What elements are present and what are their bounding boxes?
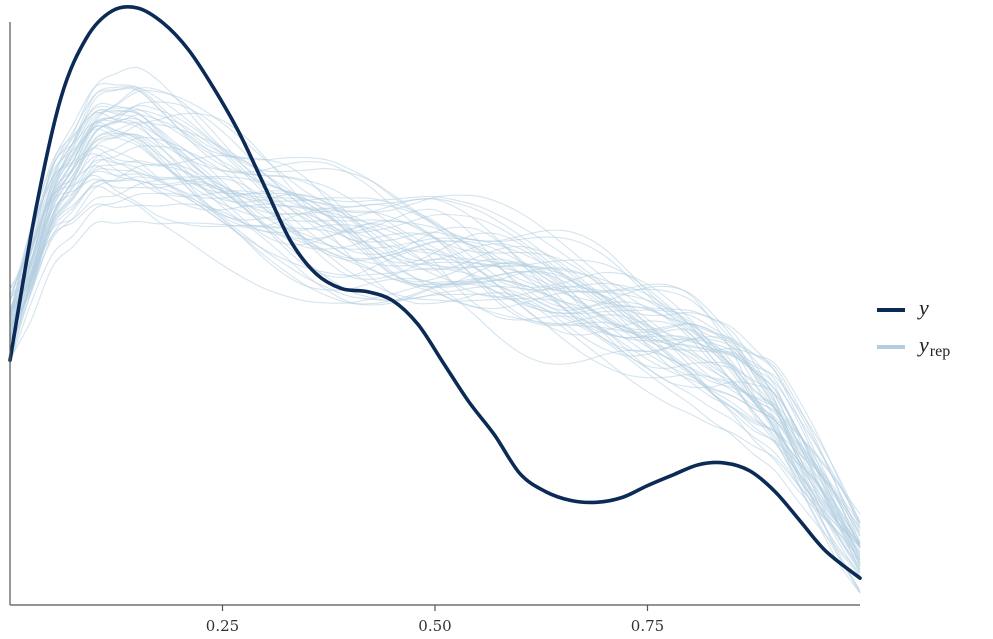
series-line-y	[8, 4, 862, 580]
series-line-yrep-25	[9, 86, 861, 560]
series-line-yrep-38	[9, 132, 861, 547]
series-line-yrep-49	[9, 145, 861, 563]
series-line-yrep-11	[9, 124, 861, 542]
series-line-yrep-48	[9, 125, 861, 559]
series-line-yrep-37	[9, 128, 861, 550]
series-line-yrep-28	[9, 86, 861, 522]
series-line-yrep-15	[9, 159, 861, 564]
series-line-yrep-43	[9, 109, 861, 515]
series-line-yrep-8	[9, 203, 861, 593]
x-tick-label-1: 0.25	[206, 617, 239, 635]
series-line-yrep-22	[9, 121, 861, 564]
series-line-yrep-9	[9, 89, 861, 537]
series-line-yrep-47	[9, 177, 861, 574]
series-line-yrep-31	[9, 136, 861, 548]
series-line-yrep-21	[9, 105, 861, 548]
legend: y yrep	[877, 295, 950, 360]
x-tick-label-3: 0.75	[631, 617, 664, 635]
series-line-yrep-44	[9, 117, 861, 574]
series-line-yrep-35	[9, 66, 861, 544]
x-tick-label-2: 0.50	[418, 617, 451, 635]
series-line-yrep-12	[9, 101, 861, 552]
series-line-yrep-2	[9, 133, 861, 547]
series-line-yrep-4	[9, 147, 861, 524]
series-line-yrep-34	[9, 154, 861, 571]
series-line-yrep-45	[9, 145, 861, 570]
series-line-yrep-33	[9, 160, 861, 533]
legend-label-y: y	[917, 295, 929, 320]
series-line-yrep-36	[9, 185, 861, 568]
series-line-yrep-24	[9, 167, 861, 577]
series-line-yrep-13	[9, 87, 861, 537]
series-line-yrep-5	[9, 82, 861, 523]
series-line-yrep-7	[9, 117, 861, 549]
series-line-yrep-41	[9, 176, 861, 546]
series-line-yrep-46	[9, 110, 861, 528]
series-line-yrep-26	[9, 178, 861, 545]
series-line-yrep-29	[9, 133, 861, 577]
series-line-yrep-32	[9, 112, 861, 547]
series-line-yrep-50	[9, 108, 861, 546]
series-line-yrep-40	[9, 174, 861, 556]
x-axis-ticks: 0.25 0.50 0.75	[206, 605, 664, 635]
series-line-yrep-10	[9, 170, 861, 545]
legend-label-yrep: yrep	[917, 332, 950, 360]
yrep-series-group	[9, 66, 861, 594]
